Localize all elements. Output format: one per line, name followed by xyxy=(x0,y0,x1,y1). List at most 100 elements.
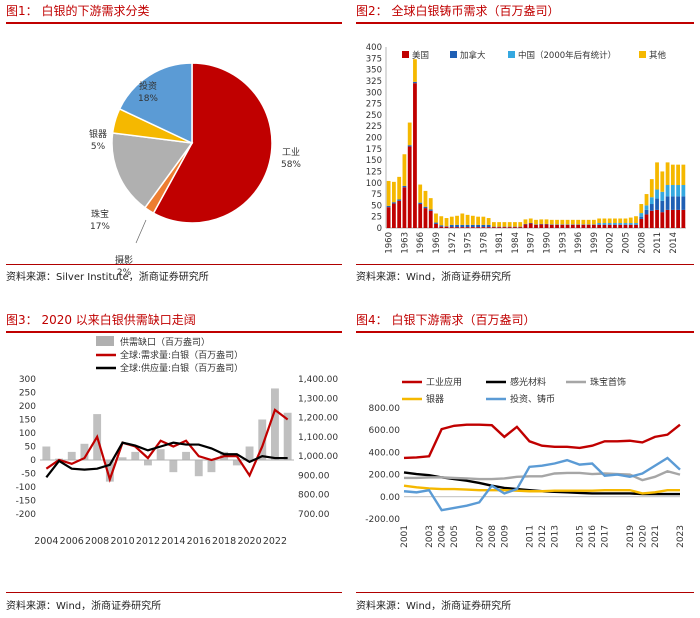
bar-segment xyxy=(449,224,454,228)
x-tick-label: 2003 xyxy=(425,525,435,548)
x-tick-label: 2016 xyxy=(187,536,211,547)
x-tick-label: 2010 xyxy=(110,536,134,547)
y-tick-label: 100 xyxy=(366,179,382,189)
bar-segment xyxy=(576,219,580,225)
x-tick-label: 2012 xyxy=(136,536,160,547)
bar-segment xyxy=(623,218,628,224)
y-tick-label: 800.00 xyxy=(369,404,401,414)
bar-segment xyxy=(413,59,417,82)
bar-segment xyxy=(565,224,570,228)
legend-swatch xyxy=(508,51,515,58)
x-tick-label: 1960 xyxy=(385,232,395,254)
y-tick-label: 200 xyxy=(366,134,382,144)
gap-bar xyxy=(169,460,178,473)
bar-segment xyxy=(460,213,465,225)
bar-segment xyxy=(560,219,565,225)
bar-segment xyxy=(676,196,680,210)
bar-segment xyxy=(449,227,454,228)
bar-segment xyxy=(497,227,502,228)
bar-segment xyxy=(670,196,675,210)
y-tick-label: 150 xyxy=(366,156,382,166)
x-tick-label: 2002 xyxy=(606,232,616,254)
x-tick-label: 2017 xyxy=(601,525,611,548)
bar-segment xyxy=(392,181,396,203)
bar-segment xyxy=(465,214,470,225)
bar-segment xyxy=(476,224,480,228)
bar-segment xyxy=(586,219,591,225)
x-tick-label: 2020 xyxy=(638,525,648,548)
bar-segment xyxy=(655,189,659,199)
series-line xyxy=(403,423,681,460)
bar-segment xyxy=(513,222,517,227)
bar-segment xyxy=(618,223,623,225)
bar-segment xyxy=(618,224,623,228)
bar-segment xyxy=(613,223,617,225)
y-right-tick-label: 1,000.00 xyxy=(298,452,338,462)
source-note: 资料来源：Silver Institute，浙商证券研究所 xyxy=(6,272,209,283)
bar-segment xyxy=(518,227,523,228)
leader-line xyxy=(135,219,147,244)
x-tick-label: 2016 xyxy=(588,525,598,548)
bar-segment xyxy=(476,227,480,228)
bar-segment xyxy=(660,191,665,201)
bar-segment xyxy=(639,216,644,219)
y-tick-label: 300 xyxy=(366,88,382,98)
pie-chart: 工业 58% 摄影 2% 珠宝 17% 银器 5% 投资 18% xyxy=(89,62,301,278)
bar-segment xyxy=(618,218,623,224)
bar-segment xyxy=(607,218,612,224)
bar-segment xyxy=(523,224,528,228)
bar-segment xyxy=(660,171,665,192)
bar-segment xyxy=(660,200,665,213)
bar-segment xyxy=(592,219,596,225)
gap-bar xyxy=(194,460,203,477)
x-tick-label: 2011 xyxy=(653,232,663,254)
x-tick-label: 2004 xyxy=(438,525,448,548)
gap-bar xyxy=(67,451,76,460)
y-right-tick-label: 700.00 xyxy=(298,510,330,520)
bar-segment xyxy=(507,222,512,227)
x-tick-label: 2020 xyxy=(237,536,261,547)
pie-slice xyxy=(152,62,273,224)
x-tick-label: 2008 xyxy=(488,525,498,548)
legend-swatch xyxy=(402,51,409,58)
bar-segment xyxy=(649,197,654,205)
x-tick-label: 2007 xyxy=(475,525,485,548)
x-tick-label: 2014 xyxy=(161,536,185,547)
title-rule xyxy=(356,331,694,333)
bar-segment xyxy=(607,223,612,225)
bar-segment xyxy=(402,187,407,228)
bar-segment xyxy=(539,219,544,224)
panel-supply-gap: 图3： 2020 以来白银供需缺口走阔 -200 -150 -100 -50 0 50 10… xyxy=(6,309,346,618)
x-tick-label: 1969 xyxy=(432,232,442,254)
legend-label: 美国 xyxy=(412,50,429,61)
y-tick-label: 275 xyxy=(366,100,382,110)
bar-segment xyxy=(481,227,486,228)
bar-segment xyxy=(644,214,649,228)
x-tick-label: 2008 xyxy=(637,232,647,254)
x-tick-label: 1984 xyxy=(511,232,521,254)
line-chart: -200.00 0.00 200.00 400.00 600.00 800.00 2001 2… xyxy=(365,376,686,548)
source-rule xyxy=(356,264,694,265)
gap-bar xyxy=(144,460,152,466)
slice-value-label: 17% xyxy=(90,222,110,232)
bar-segment xyxy=(565,219,570,225)
gap-bar xyxy=(42,446,51,460)
y-left-tick-label: 200 xyxy=(19,402,36,412)
bar-segment xyxy=(513,227,517,228)
bar-segment xyxy=(481,224,486,228)
bar-segment xyxy=(402,185,407,188)
bar-segment xyxy=(423,206,428,209)
bar-segment xyxy=(486,224,491,228)
source-note: 资料来源：Wind，浙商证券研究所 xyxy=(356,601,512,612)
bar-segment xyxy=(397,176,402,200)
bar-segment xyxy=(407,122,412,146)
bar-segment xyxy=(623,223,628,225)
bar-segment xyxy=(434,213,438,223)
x-tick-label: 2021 xyxy=(651,525,661,548)
legend-label: 珠宝首饰 xyxy=(590,376,626,388)
bar-segment xyxy=(665,162,670,186)
bar-segment xyxy=(555,224,559,228)
y-left-tick-label: -100 xyxy=(16,483,37,493)
bar-segment xyxy=(407,145,412,147)
y-left-tick-label: 250 xyxy=(19,389,36,399)
